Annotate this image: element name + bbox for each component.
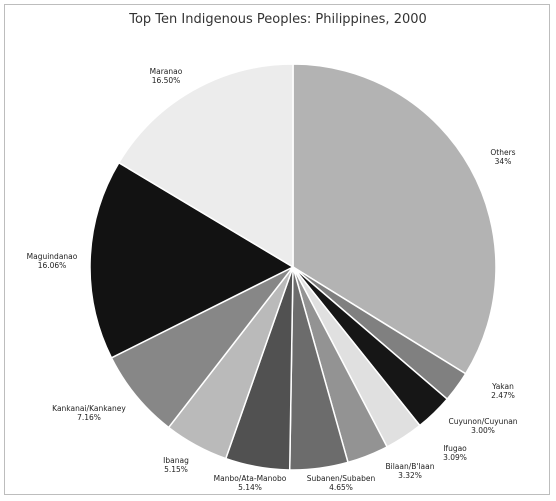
slice-label-value: 3.09% xyxy=(443,453,467,462)
slice-label-name: Bilaan/B'laan xyxy=(385,462,434,471)
slice-label-value: 34% xyxy=(495,157,512,166)
slice-label-name: Cuyunon/Cuyunan xyxy=(448,417,517,426)
slice-label-name: Subanen/Subaben xyxy=(307,474,376,483)
slice-label-name: Maranao xyxy=(150,67,183,76)
slice-label-value: 16.50% xyxy=(152,76,181,85)
slice-label-name: Ifugao xyxy=(443,444,467,453)
slice-label-value: 4.65% xyxy=(329,483,353,492)
slice-label-name: Kankanai/Kankaney xyxy=(52,404,126,413)
pie-slice-maguindanao xyxy=(89,161,295,359)
chart-title: Top Ten Indigenous Peoples: Philippines,… xyxy=(129,12,427,27)
slice-label-value: 7.16% xyxy=(77,413,101,422)
slice-label-value: 3.32% xyxy=(398,471,422,480)
slice-label-value: 2.47% xyxy=(491,391,515,400)
slice-label-name: Maguindanao xyxy=(27,252,78,261)
slice-label-name: Manbo/Ata-Manobo xyxy=(214,474,287,483)
slice-label-value: 5.14% xyxy=(238,483,262,492)
pie-slice-maranao xyxy=(117,63,294,269)
pie-slice-others xyxy=(292,63,497,375)
slice-label-value: 5.15% xyxy=(164,465,188,474)
slice-label-value: 16.06% xyxy=(38,261,67,270)
slice-label-name: Others xyxy=(490,148,515,157)
slice-label-name: Yakan xyxy=(491,382,514,391)
slice-label-value: 3.00% xyxy=(471,426,495,435)
slice-label-name: Ibanag xyxy=(163,456,189,465)
